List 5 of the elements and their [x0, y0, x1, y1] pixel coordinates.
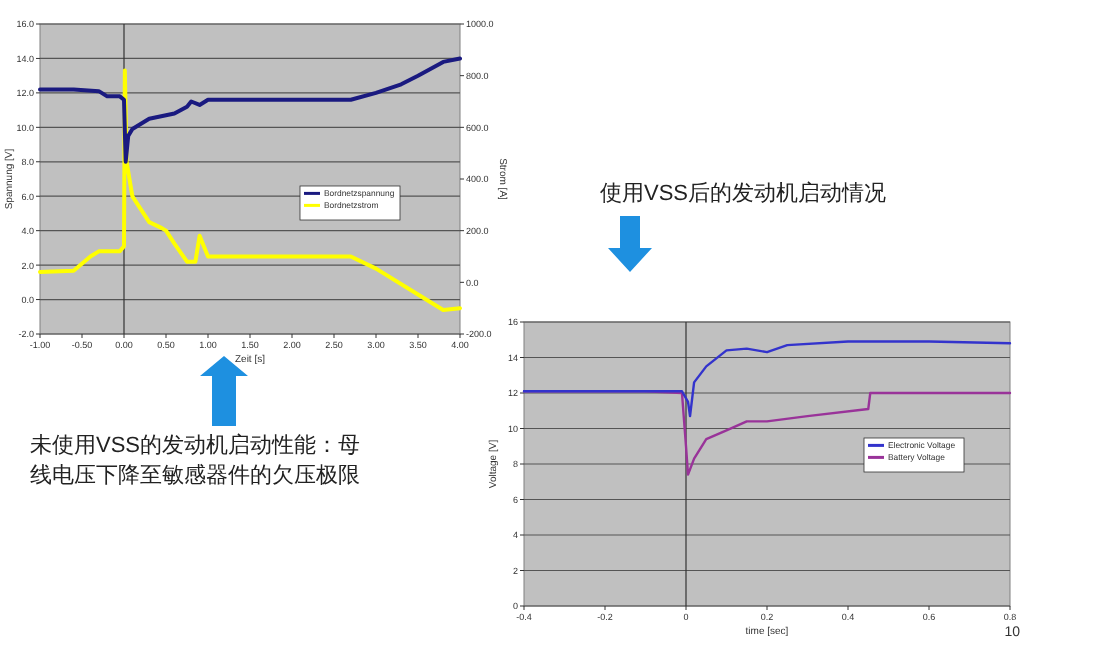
line-series [522, 340, 1012, 418]
line-series [38, 56, 462, 164]
line-series [38, 68, 462, 312]
chart-title: 使用VSS后的发动机启动情况 [600, 180, 887, 206]
text: 未使用VSS的发动机启动性能：母线电压下降至敏感器件的欠压极限 [30, 432, 361, 488]
